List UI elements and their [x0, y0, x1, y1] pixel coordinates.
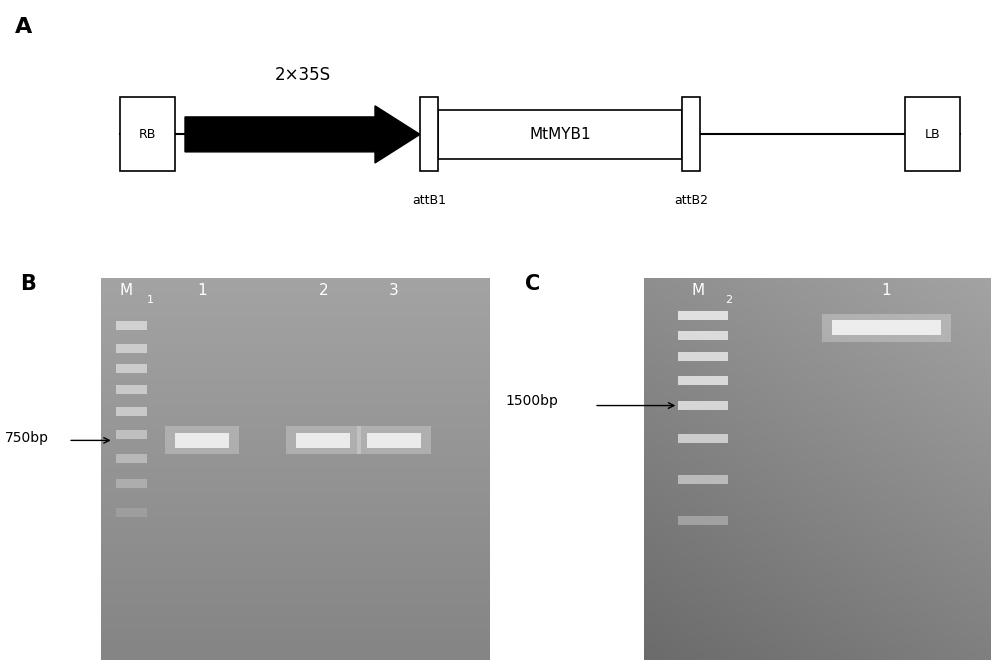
- Bar: [175, 433, 229, 448]
- Bar: [116, 343, 147, 353]
- Bar: [832, 320, 941, 335]
- Bar: [116, 479, 147, 488]
- Bar: [116, 407, 147, 416]
- Polygon shape: [185, 106, 420, 163]
- Bar: [678, 516, 728, 525]
- Bar: [116, 454, 147, 464]
- Text: 2×35S: 2×35S: [274, 66, 331, 84]
- Text: 1: 1: [197, 283, 207, 298]
- Bar: [120, 97, 175, 171]
- Text: 2: 2: [725, 295, 732, 305]
- Bar: [905, 97, 960, 171]
- Bar: [165, 427, 239, 454]
- Bar: [678, 376, 728, 386]
- Text: 3: 3: [389, 283, 399, 298]
- Text: MtMYB1: MtMYB1: [529, 127, 591, 142]
- Bar: [678, 475, 728, 484]
- Text: 1: 1: [881, 283, 891, 298]
- Text: 1: 1: [147, 295, 154, 305]
- Bar: [678, 401, 728, 410]
- Text: RB: RB: [139, 128, 156, 141]
- Text: C: C: [525, 274, 540, 294]
- Bar: [116, 364, 147, 373]
- Bar: [678, 352, 728, 361]
- Bar: [438, 110, 682, 159]
- Text: A: A: [15, 17, 32, 37]
- Text: 750bp: 750bp: [5, 431, 49, 446]
- Bar: [678, 434, 728, 443]
- Bar: [116, 321, 147, 330]
- Text: M: M: [120, 283, 133, 298]
- Bar: [367, 433, 421, 448]
- Bar: [357, 427, 431, 454]
- Bar: [116, 429, 147, 439]
- Text: 2: 2: [318, 283, 328, 298]
- Text: M: M: [691, 283, 705, 298]
- Bar: [682, 97, 700, 171]
- Bar: [420, 97, 438, 171]
- Bar: [296, 433, 350, 448]
- Bar: [286, 427, 361, 454]
- Text: 1500bp: 1500bp: [505, 394, 558, 409]
- Text: LB: LB: [925, 128, 940, 141]
- Bar: [116, 507, 147, 517]
- Bar: [116, 384, 147, 394]
- Text: B: B: [20, 274, 36, 294]
- Bar: [822, 314, 950, 341]
- Bar: [678, 331, 728, 341]
- Bar: [678, 311, 728, 320]
- Text: attB2: attB2: [674, 194, 708, 206]
- Text: attB1: attB1: [412, 194, 446, 206]
